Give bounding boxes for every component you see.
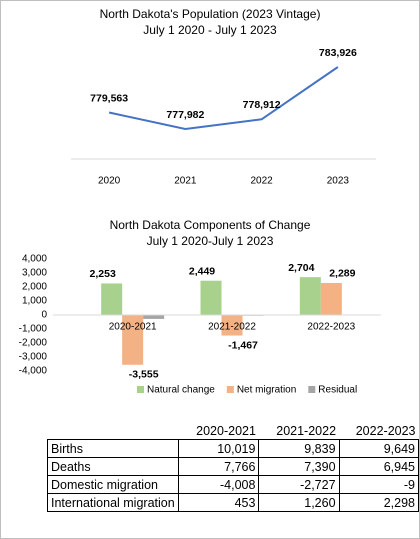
data-label: 777,982 bbox=[166, 109, 204, 121]
x-tick-label: 2023 bbox=[327, 176, 350, 187]
x-tick-label: 2021 bbox=[174, 176, 197, 187]
table-cell: -2,727 bbox=[258, 475, 340, 494]
legend-label: Residual bbox=[318, 385, 357, 396]
y-tick-label: -2,000 bbox=[19, 338, 48, 349]
data-label: 778,912 bbox=[243, 99, 281, 111]
bar bbox=[299, 277, 321, 315]
header-blank bbox=[48, 422, 179, 440]
column-header: 2022-2023 bbox=[355, 423, 416, 438]
table-cell: 1,260 bbox=[258, 493, 340, 512]
table-cell: -9 bbox=[338, 475, 419, 494]
legend-swatch bbox=[308, 386, 316, 393]
y-tick-label: 0 bbox=[41, 310, 47, 321]
legend-label: Net migration bbox=[237, 385, 296, 396]
data-label: -3,555 bbox=[129, 369, 159, 381]
row-label: Deaths bbox=[47, 457, 179, 476]
table-cell: 9,839 bbox=[258, 439, 340, 458]
table-cell: 7,766 bbox=[177, 457, 259, 476]
components-table: 2020-2021 2021-2022 2022-2023 Births 10,019… bbox=[47, 422, 419, 512]
bar bbox=[200, 280, 222, 315]
data-label: -1,467 bbox=[228, 339, 258, 351]
y-tick-label: 3,000 bbox=[22, 268, 47, 279]
table-row: Domestic migration -4,008 -2,727 -9 bbox=[47, 475, 419, 494]
bar bbox=[122, 315, 144, 365]
data-label: 2,253 bbox=[90, 268, 116, 280]
table-cell: 9,649 bbox=[338, 439, 419, 458]
bar bbox=[320, 282, 342, 315]
row-label: International migration bbox=[47, 493, 179, 512]
chart-title: North Dakota Components of Change bbox=[110, 218, 311, 232]
legend-swatch bbox=[226, 386, 234, 393]
row-label: Domestic migration bbox=[47, 475, 179, 494]
table-cell: -4,008 bbox=[177, 475, 259, 494]
legend-swatch bbox=[137, 386, 144, 393]
line bbox=[108, 66, 339, 131]
x-tick-label: 2020-2021 bbox=[109, 322, 157, 333]
charts: North Dakota's Population (2023 Vintage)… bbox=[19, 7, 381, 396]
table-cell: 453 bbox=[177, 493, 259, 512]
chart-title: North Dakota's Population (2023 Vintage) bbox=[100, 7, 321, 21]
table-row: International migration 453 1,260 2,298 bbox=[47, 493, 419, 512]
data-label: 2,449 bbox=[189, 265, 215, 277]
column-header: 2020-2021 bbox=[196, 423, 256, 438]
y-tick-label: -4,000 bbox=[19, 366, 48, 377]
row-label: Births bbox=[47, 439, 179, 458]
y-tick-label: -3,000 bbox=[19, 352, 48, 363]
y-tick-label: 1,000 bbox=[22, 296, 47, 307]
data-label: 779,563 bbox=[90, 92, 128, 104]
table-cell: 6,945 bbox=[338, 457, 419, 476]
chart-subtitle: July 1 2020-July 1 2023 bbox=[147, 234, 274, 248]
data-label: 2,704 bbox=[288, 262, 314, 274]
x-tick-label: 2022 bbox=[251, 176, 274, 187]
legend-label: Natural change bbox=[147, 385, 215, 396]
y-tick-label: -1,000 bbox=[19, 324, 48, 335]
table-cell: 10,019 bbox=[177, 439, 259, 458]
bar bbox=[101, 283, 123, 315]
bar bbox=[143, 315, 165, 319]
data-label: 2,289 bbox=[329, 268, 355, 280]
table-header: 2020-2021 2021-2022 2022-2023 bbox=[48, 422, 419, 440]
x-tick-label: 2020 bbox=[98, 176, 121, 187]
chart-subtitle: July 1 2020 - July 1 2023 bbox=[143, 23, 277, 37]
y-tick-label: 2,000 bbox=[22, 282, 47, 293]
table-row: Births 10,019 9,839 9,649 bbox=[47, 439, 419, 458]
bar bbox=[221, 315, 243, 336]
y-tick-label: 4,000 bbox=[22, 254, 47, 265]
column-header: 2021-2022 bbox=[276, 423, 337, 438]
data-label: 783,926 bbox=[319, 47, 357, 59]
table-cell: 7,390 bbox=[258, 457, 340, 476]
x-tick-label: 2022-2023 bbox=[307, 322, 355, 333]
x-tick-label: 2021-2022 bbox=[208, 322, 256, 333]
table-cell: 2,298 bbox=[338, 493, 419, 512]
table-row: Deaths 7,766 7,390 6,945 bbox=[47, 457, 419, 476]
